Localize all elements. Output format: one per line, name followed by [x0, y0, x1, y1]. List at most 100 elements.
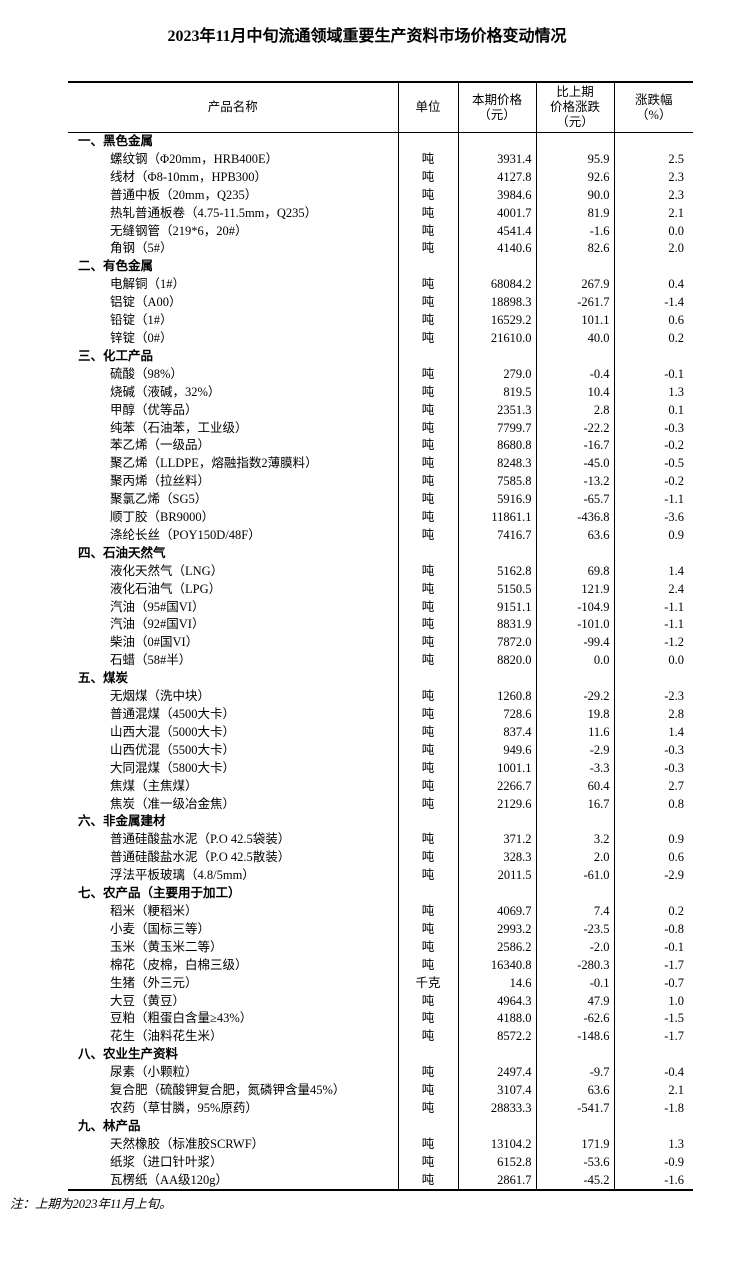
unit-cell: 吨 [397, 688, 458, 706]
product-name-cell: 山西大混（5000大卡） [110, 724, 236, 739]
empty-cell [457, 670, 536, 689]
product-name-cell: 电解铜（1#） [110, 277, 186, 292]
product-row: 甲醇（优等品） 吨 2351.3 2.8 0.1 [68, 401, 693, 420]
section-row: 三、化工产品 [68, 347, 693, 366]
current-price-cell: 7416.7 [457, 526, 536, 545]
current-price-cell: 7585.8 [457, 473, 536, 492]
change-pct-cell: -1.7 [613, 1028, 693, 1047]
change-pct-cell: 0.4 [613, 276, 693, 295]
change-pct-cell: 2.1 [613, 204, 693, 223]
change-pct-cell: -1.2 [613, 634, 693, 653]
price-change-cell: -61.0 [535, 867, 614, 886]
unit-cell: 吨 [397, 1082, 458, 1100]
empty-cell [397, 544, 458, 563]
section-row: 四、石油天然气 [68, 544, 693, 563]
product-name-cell: 纸浆（进口针叶浆） [110, 1154, 223, 1169]
section-row: 二、有色金属 [68, 258, 693, 277]
empty-cell [457, 347, 536, 366]
price-change-cell: -29.2 [535, 688, 614, 706]
current-price-cell: 2129.6 [457, 795, 536, 814]
change-pct-cell: -1.1 [613, 616, 693, 635]
product-row: 普通混煤（4500大卡） 吨 728.6 19.8 2.8 [68, 706, 693, 724]
change-pct-cell: 0.0 [613, 652, 693, 671]
product-name-cell: 铅锭（1#） [110, 313, 173, 328]
change-pct-cell: -0.5 [613, 455, 693, 474]
product-name-cell: 苯乙烯（一级品） [110, 438, 211, 453]
product-row: 山西大混（5000大卡） 吨 837.4 11.6 1.4 [68, 723, 693, 742]
product-row: 瓦楞纸（AA级120g） 吨 2861.7 -45.2 -1.6 [68, 1171, 693, 1191]
empty-cell [397, 1117, 458, 1136]
current-price-cell: 2351.3 [457, 401, 536, 420]
price-change-cell: 2.8 [535, 401, 614, 420]
empty-cell [535, 1117, 614, 1136]
section-label-cell: 四、石油天然气 [78, 545, 166, 560]
product-name-cell: 涤纶长丝（POY150D/48F） [110, 527, 261, 542]
product-row: 螺纹钢（Φ20mm，HRB400E） 吨 3931.4 95.9 2.5 [68, 150, 693, 169]
unit-cell: 吨 [397, 526, 458, 545]
product-name-cell: 焦煤（主焦煤） [110, 778, 198, 793]
price-change-cell: -1.6 [535, 222, 614, 241]
product-row: 无缝钢管（219*6，20#） 吨 4541.4 -1.6 0.0 [68, 222, 693, 241]
table-header-row: 产品名称 单位 本期价格 （元） 比上期 价格涨跌 （元） 涨跌幅 （%） [68, 82, 693, 133]
unit-cell: 吨 [397, 706, 458, 724]
unit-cell: 吨 [397, 849, 458, 868]
change-pct-cell: 0.2 [613, 902, 693, 921]
product-name-cell: 汽油（92#国VI） [110, 617, 205, 632]
price-change-cell: 40.0 [535, 329, 614, 348]
unit-cell: 吨 [397, 240, 458, 259]
product-name-cell: 棉花（皮棉，白棉三级） [110, 957, 248, 972]
price-change-cell: 63.6 [535, 526, 614, 545]
product-name-cell: 浮法平板玻璃（4.8/5mm） [110, 868, 255, 883]
current-price-cell: 2497.4 [457, 1064, 536, 1083]
empty-cell [613, 132, 693, 151]
footnote: 注：上期为2023年11月上旬。 [10, 1197, 172, 1211]
column-header-change-pct: 涨跌幅 （%） [613, 82, 693, 133]
product-name-cell: 大同混煤（5800大卡） [110, 760, 236, 775]
change-pct-cell: 0.6 [613, 312, 693, 330]
price-change-cell: -2.9 [535, 741, 614, 760]
section-row: 八、农业生产资料 [68, 1046, 693, 1065]
current-price-cell: 4140.6 [457, 240, 536, 259]
price-change-cell: -22.2 [535, 419, 614, 438]
product-row: 纯苯（石油苯，工业级） 吨 7799.7 -22.2 -0.3 [68, 419, 693, 438]
product-row: 角钢（5#） 吨 4140.6 82.6 2.0 [68, 240, 693, 259]
page-title: 2023年11月中旬流通领域重要生产资料市场价格变动情况 [167, 28, 567, 45]
change-pct-cell: -1.8 [613, 1099, 693, 1118]
product-row: 尿素（小颗粒） 吨 2497.4 -9.7 -0.4 [68, 1064, 693, 1083]
product-row: 复合肥（硫酸钾复合肥，氮磷钾含量45%） 吨 3107.4 63.6 2.1 [68, 1082, 693, 1100]
product-row: 液化天然气（LNG） 吨 5162.8 69.8 1.4 [68, 562, 693, 581]
empty-cell [457, 132, 536, 151]
change-pct-cell: -0.8 [613, 920, 693, 939]
product-name-cell: 花生（油料花生米） [110, 1029, 223, 1044]
unit-cell: 吨 [397, 795, 458, 814]
section-label-cell: 八、农业生产资料 [78, 1047, 179, 1062]
price-change-cell: 10.4 [535, 383, 614, 402]
unit-cell: 吨 [397, 455, 458, 474]
empty-cell [397, 670, 458, 689]
empty-cell [613, 670, 693, 689]
unit-cell: 吨 [397, 401, 458, 420]
product-row: 无烟煤（洗中块） 吨 1260.8 -29.2 -2.3 [68, 688, 693, 706]
price-change-cell: -9.7 [535, 1064, 614, 1083]
unit-cell: 吨 [397, 831, 458, 850]
current-price-cell: 2993.2 [457, 920, 536, 939]
price-change-cell: 63.6 [535, 1082, 614, 1100]
product-name-cell: 复合肥（硫酸钾复合肥，氮磷钾含量45%） [110, 1083, 346, 1098]
change-pct-cell: 1.4 [613, 562, 693, 581]
price-change-cell: -436.8 [535, 509, 614, 527]
current-price-cell: 2861.7 [457, 1171, 536, 1191]
price-change-cell: 60.4 [535, 777, 614, 796]
current-price-cell: 7799.7 [457, 419, 536, 438]
price-change-cell: 7.4 [535, 902, 614, 921]
product-name-cell: 无烟煤（洗中块） [110, 689, 211, 704]
product-row: 铅锭（1#） 吨 16529.2 101.1 0.6 [68, 312, 693, 330]
unit-cell: 吨 [397, 867, 458, 886]
current-price-cell: 11861.1 [457, 509, 536, 527]
unit-cell: 吨 [397, 419, 458, 438]
current-price-cell: 837.4 [457, 723, 536, 742]
unit-cell: 吨 [397, 652, 458, 671]
change-pct-cell: -3.6 [613, 509, 693, 527]
current-price-cell: 8248.3 [457, 455, 536, 474]
empty-cell [613, 1117, 693, 1136]
change-pct-cell: -0.3 [613, 741, 693, 760]
